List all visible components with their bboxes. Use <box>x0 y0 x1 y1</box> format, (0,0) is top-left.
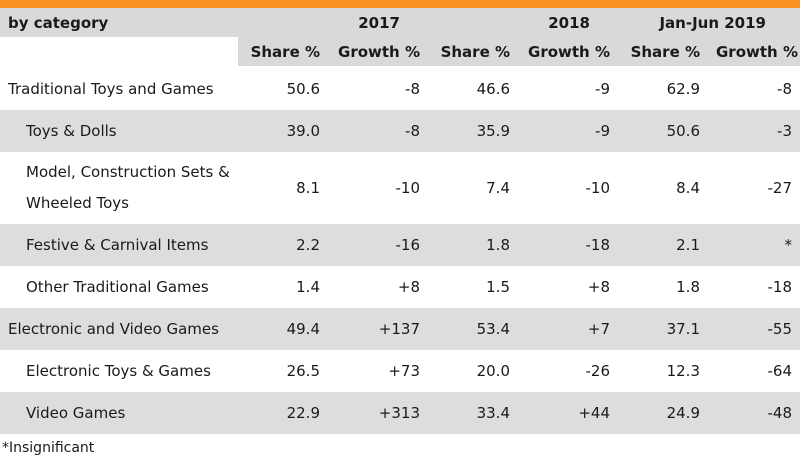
cell-share-2017: 39.0 <box>238 110 328 152</box>
cell-growth-2017: -8 <box>328 66 428 110</box>
cell-growth-2019h1: -27 <box>708 152 800 224</box>
table-row: Traditional Toys and Games 50.6 -8 46.6 … <box>0 66 800 110</box>
cell-growth-2017: +137 <box>328 308 428 350</box>
cell-growth-2019h1: -55 <box>708 308 800 350</box>
accent-bar <box>0 0 800 8</box>
cell-growth-2017: +73 <box>328 350 428 392</box>
cell-share-2019h1: 37.1 <box>618 308 708 350</box>
category-table: by category 2017 2018 Jan-Jun 2019 Share… <box>0 8 800 434</box>
growth-header: Growth % <box>518 37 618 67</box>
share-header: Share % <box>428 37 518 67</box>
cell-share-2019h1: 2.1 <box>618 224 708 266</box>
cell-share-2018: 1.5 <box>428 266 518 308</box>
cell-share-2019h1: 1.8 <box>618 266 708 308</box>
cell-growth-2019h1: -3 <box>708 110 800 152</box>
cell-growth-2019h1: -18 <box>708 266 800 308</box>
cell-growth-2017: -8 <box>328 110 428 152</box>
row-label: Model, Construction Sets & Wheeled Toys <box>0 152 238 224</box>
row-label: Electronic and Video Games <box>0 308 238 350</box>
cell-share-2018: 20.0 <box>428 350 518 392</box>
cell-growth-2018: -10 <box>518 152 618 224</box>
growth-header: Growth % <box>708 37 800 67</box>
cell-growth-2018: -9 <box>518 110 618 152</box>
cell-growth-2017: +313 <box>328 392 428 434</box>
cell-share-2018: 53.4 <box>428 308 518 350</box>
period-header-2019h1: Jan-Jun 2019 <box>618 8 800 37</box>
table-row: Model, Construction Sets & Wheeled Toys … <box>0 152 800 224</box>
cell-share-2019h1: 50.6 <box>618 110 708 152</box>
row-label: Festive & Carnival Items <box>0 224 238 266</box>
cell-share-2018: 33.4 <box>428 392 518 434</box>
cell-growth-2017: +8 <box>328 266 428 308</box>
row-label: Traditional Toys and Games <box>0 66 238 110</box>
table-row: Electronic and Video Games 49.4 +137 53.… <box>0 308 800 350</box>
row-label: Electronic Toys & Games <box>0 350 238 392</box>
cell-share-2017: 50.6 <box>238 66 328 110</box>
cell-share-2018: 7.4 <box>428 152 518 224</box>
cell-share-2017: 1.4 <box>238 266 328 308</box>
header-row-periods: by category 2017 2018 Jan-Jun 2019 <box>0 8 800 37</box>
cell-share-2019h1: 24.9 <box>618 392 708 434</box>
cell-growth-2019h1: -8 <box>708 66 800 110</box>
cell-share-2017: 49.4 <box>238 308 328 350</box>
cell-growth-2018: -9 <box>518 66 618 110</box>
share-header: Share % <box>238 37 328 67</box>
table-row: Festive & Carnival Items 2.2 -16 1.8 -18… <box>0 224 800 266</box>
cell-growth-2017: -16 <box>328 224 428 266</box>
cell-share-2018: 46.6 <box>428 66 518 110</box>
period-header-2018: 2018 <box>428 8 618 37</box>
cell-growth-2018: -18 <box>518 224 618 266</box>
header-blank-cell <box>0 37 238 67</box>
category-header: by category <box>0 8 238 37</box>
share-header: Share % <box>618 37 708 67</box>
cell-share-2017: 2.2 <box>238 224 328 266</box>
cell-share-2018: 1.8 <box>428 224 518 266</box>
footnote: *Insignificant <box>2 440 95 456</box>
cell-share-2017: 22.9 <box>238 392 328 434</box>
cell-share-2017: 8.1 <box>238 152 328 224</box>
cell-share-2019h1: 12.3 <box>618 350 708 392</box>
cell-growth-2017: -10 <box>328 152 428 224</box>
row-label: Video Games <box>0 392 238 434</box>
period-header-2017: 2017 <box>238 8 428 37</box>
cell-growth-2018: +44 <box>518 392 618 434</box>
cell-growth-2018: +8 <box>518 266 618 308</box>
table-row: Other Traditional Games 1.4 +8 1.5 +8 1.… <box>0 266 800 308</box>
cell-share-2017: 26.5 <box>238 350 328 392</box>
cell-share-2018: 35.9 <box>428 110 518 152</box>
cell-growth-2019h1: * <box>708 224 800 266</box>
table-row: Electronic Toys & Games 26.5 +73 20.0 -2… <box>0 350 800 392</box>
row-label: Other Traditional Games <box>0 266 238 308</box>
header-row-metrics: Share % Growth % Share % Growth % Share … <box>0 37 800 67</box>
cell-growth-2019h1: -64 <box>708 350 800 392</box>
cell-growth-2019h1: -48 <box>708 392 800 434</box>
table-row: Video Games 22.9 +313 33.4 +44 24.9 -48 <box>0 392 800 434</box>
table-row: Toys & Dolls 39.0 -8 35.9 -9 50.6 -3 <box>0 110 800 152</box>
growth-header: Growth % <box>328 37 428 67</box>
row-label: Toys & Dolls <box>0 110 238 152</box>
cell-growth-2018: +7 <box>518 308 618 350</box>
cell-share-2019h1: 62.9 <box>618 66 708 110</box>
cell-growth-2018: -26 <box>518 350 618 392</box>
cell-share-2019h1: 8.4 <box>618 152 708 224</box>
